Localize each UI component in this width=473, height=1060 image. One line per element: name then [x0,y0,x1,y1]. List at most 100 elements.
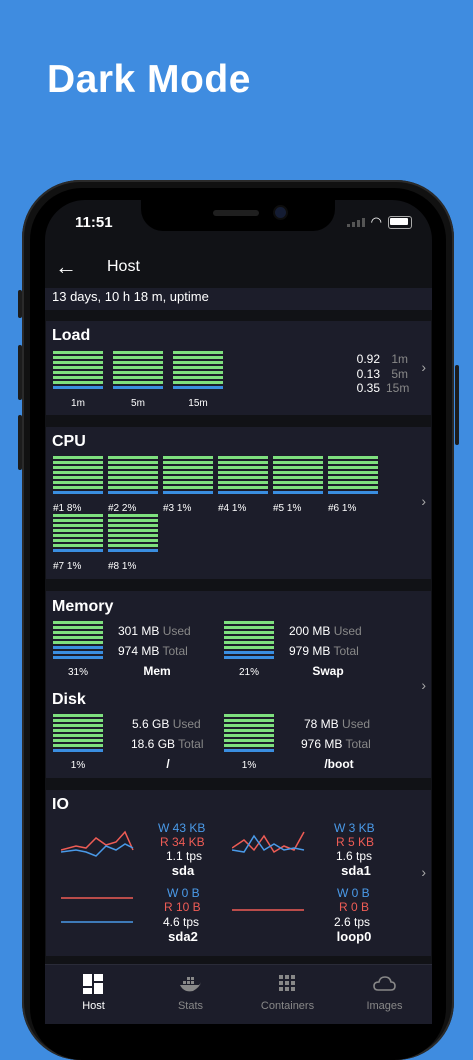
disk-title: Disk [52,691,86,708]
swap-name: Swap [312,664,344,678]
io-sparkline-loop0 [232,909,304,911]
io-tps: 4.6 tps [163,915,200,929]
io-sparkline-sda2 [61,897,133,923]
disk-boot-used: 78 MB Used [304,717,371,731]
memory-title: Memory [52,598,114,615]
cpu-card[interactable]: CPU #1 8% #2 2% #3 1% #4 1% #5 1% #6 1% #7 1% #… [46,427,431,579]
grid-icon [279,975,295,991]
io-device-name: sda2 [168,929,198,944]
load-bars-15m [173,351,223,389]
mem-used: 301 MB Used [118,624,191,638]
load-label: 5m [131,398,145,409]
load-unit: 1m [391,352,408,366]
disk-boot-bars [224,714,274,752]
app-screen: 11:51 ◠ ← Host 13 days, 10 h 18 m, uptim… [45,200,432,1024]
io-read: R 0 B [339,900,370,914]
cpu-title: CPU [52,433,86,450]
disk-root-total: 18.6 GB Total [131,737,204,751]
app-bar: ← Host [45,246,432,290]
load-value: 0.92 [356,352,380,366]
tab-host[interactable]: Host [45,965,142,1024]
io-read: R 10 B [164,900,201,914]
cpu-core-bars [108,456,158,494]
io-sparkline-sda [61,830,134,857]
memory-disk-card[interactable]: Memory 31% 301 MB Used 974 MB Total Mem … [46,591,431,778]
docker-icon [180,977,201,992]
load-bars-5m [113,351,163,389]
mem-total: 974 MB Total [118,644,188,658]
tab-containers[interactable]: Containers [239,965,336,1024]
battery-icon [388,215,412,229]
tab-stats[interactable]: Stats [142,965,239,1024]
disk-root-bars [53,714,103,752]
io-write: W 0 B [337,886,370,900]
notch [141,200,335,231]
uptime-text: 13 days, 10 h 18 m, uptime [52,289,209,304]
status-time: 11:51 [75,214,113,231]
cpu-core-label: #8 1% [108,561,137,572]
io-device-name: sda1 [341,863,371,878]
disk-boot-total: 976 MB Total [301,737,371,751]
load-label: 15m [188,398,208,409]
swap-bars [224,621,274,659]
io-device-name: loop0 [336,929,372,944]
cpu-core-bars [53,514,103,552]
chevron-right-icon[interactable]: › [421,359,426,375]
disk-boot-name: /boot [324,757,354,771]
io-write: W 3 KB [334,821,375,835]
disk-root-name: / [166,757,170,771]
cpu-core-bars [328,456,378,494]
tab-images[interactable]: Images [336,965,432,1024]
swap-used: 200 MB Used [289,624,362,638]
disk-root-percent: 1% [70,760,86,771]
back-arrow-icon[interactable]: ← [55,254,77,279]
uptime-card: 13 days, 10 h 18 m, uptime [45,288,432,310]
io-tps: 1.6 tps [336,849,373,863]
cpu-core-bars [273,456,323,494]
wifi-icon: ◠ [370,214,382,229]
swap-percent: 21% [238,667,259,678]
page-title: Host [107,258,140,275]
mem-percent: 31% [67,667,88,678]
cpu-core-label: #2 2% [108,503,137,514]
load-unit: 5m [391,367,408,381]
status-icons: ◠ [346,214,412,230]
cpu-core-bars [218,456,268,494]
chevron-right-icon[interactable]: › [421,864,426,880]
dashboard-icon [83,974,103,994]
load-value: 0.13 [356,367,380,381]
mem-bars [53,621,103,659]
chevron-right-icon[interactable]: › [421,493,426,509]
cpu-core-label: #4 1% [218,503,247,514]
load-card[interactable]: Load 1m 5m 15m 0.92 1m 0.13 5m 0.35 15m … [46,321,431,415]
cpu-core-label: #7 1% [53,561,82,572]
cpu-core-bars [163,456,213,494]
disk-boot-percent: 1% [241,760,257,771]
tab-label: Host [82,1000,105,1012]
io-title: IO [52,796,69,813]
tab-label: Stats [177,1000,204,1012]
load-unit: 15m [386,381,410,395]
io-sparkline-sda1 [232,831,305,854]
signal-icon [346,217,365,227]
io-tps: 2.6 tps [334,915,371,929]
io-device-name: sda [171,863,195,878]
cpu-core-label: #5 1% [273,503,302,514]
load-bars-1m [53,351,103,389]
io-read: R 5 KB [336,835,375,849]
tab-bar: Host Stats Containers Images [45,964,432,1024]
cpu-core-bars [108,514,158,552]
cpu-core-label: #1 8% [53,503,82,514]
disk-root-used: 5.6 GB Used [132,717,201,731]
io-card[interactable]: IO W 43 KB R 34 KB 1.1 tps sda W 3 KB R … [46,790,431,956]
load-value: 0.35 [356,381,380,395]
load-title: Load [52,327,91,344]
io-write: W 43 KB [158,821,206,835]
tab-label: Containers [260,1000,315,1012]
cloud-icon [373,976,396,991]
mem-name: Mem [143,664,171,678]
cpu-core-label: #6 1% [328,503,357,514]
hero-title: Dark Mode [47,58,251,101]
chevron-right-icon[interactable]: › [421,677,426,693]
swap-total: 979 MB Total [289,644,359,658]
